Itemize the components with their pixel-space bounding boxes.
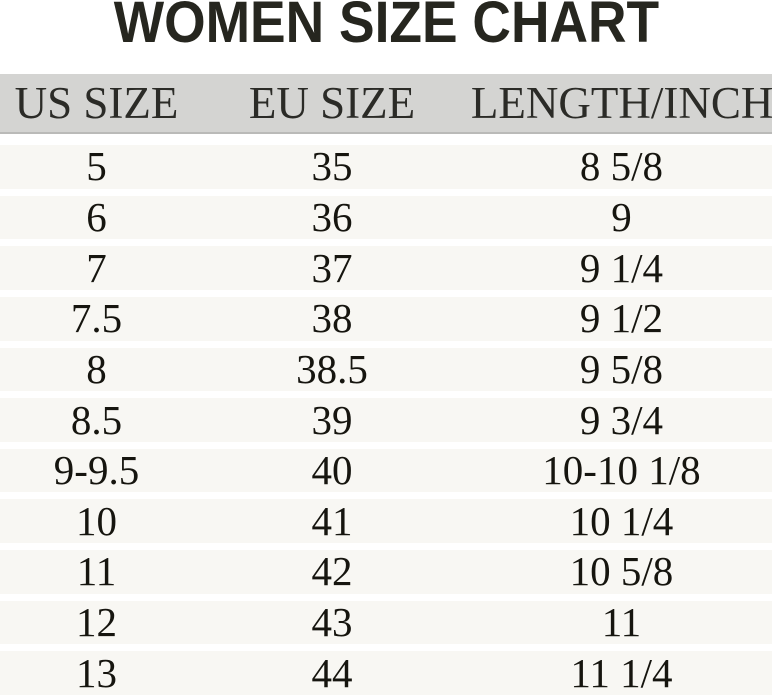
cell-eu-size: 44 [311, 649, 353, 695]
table-row: 9-9.5 40 10-10 1/8 [0, 447, 772, 494]
page-title-text: WOMEN SIZE CHART [113, 0, 659, 55]
column-header-eu-size: EU SIZE [248, 77, 416, 128]
table-row: 7.5 38 9 1/2 [0, 295, 772, 342]
cell-us-size: 12 [76, 599, 117, 646]
cell-eu-size: 38 [311, 295, 353, 342]
table-row: 11 42 10 5/8 [0, 550, 772, 594]
table-row: 12 43 11 [0, 599, 772, 646]
cell-us-size: 5 [86, 143, 107, 190]
table-header: US SIZE EU SIZE LENGTH/INCH [0, 74, 772, 134]
cell-us-size: 8 [86, 345, 107, 392]
cell-us-size: 11 [76, 548, 117, 595]
cell-eu-size: 41 [311, 497, 353, 544]
table-row: 7 37 9 1/4 [0, 246, 772, 290]
table-row: 8 38.5 9 5/8 [0, 345, 772, 392]
cell-length-inch: 9 3/4 [579, 396, 664, 443]
table-row: 5 35 8 5/8 [0, 145, 772, 189]
cell-eu-size: 42 [311, 548, 353, 595]
cell-eu-size: 36 [311, 193, 353, 240]
column-header-us-size: US SIZE [14, 77, 179, 128]
cell-eu-size: 35 [311, 143, 353, 190]
page-title: WOMEN SIZE CHART [0, 0, 772, 62]
column-header-length-inch: LENGTH/INCH [470, 77, 772, 128]
cell-eu-size: 43 [311, 599, 353, 646]
cell-length-inch: 10-10 1/8 [542, 447, 701, 494]
cell-length-inch: 10 1/4 [569, 497, 674, 544]
table-row: 13 44 11 1/4 [0, 651, 772, 695]
cell-eu-size: 38.5 [296, 345, 368, 392]
cell-eu-size: 39 [311, 396, 353, 443]
cell-length-inch: 9 [611, 193, 632, 240]
cell-length-inch: 9 1/2 [579, 295, 664, 342]
cell-us-size: 10 [76, 497, 117, 544]
cell-us-size: 9-9.5 [53, 447, 140, 494]
cell-length-inch: 11 1/4 [570, 649, 673, 695]
cell-us-size: 7 [86, 244, 107, 291]
cell-us-size: 13 [76, 649, 117, 695]
cell-length-inch: 9 1/4 [579, 244, 664, 291]
cell-length-inch: 11 [601, 599, 642, 646]
cell-us-size: 7.5 [70, 295, 123, 342]
table-row: 10 41 10 1/4 [0, 497, 772, 544]
table-row: 8.5 39 9 3/4 [0, 398, 772, 442]
cell-length-inch: 8 5/8 [579, 143, 664, 190]
cell-eu-size: 40 [311, 447, 353, 494]
cell-us-size: 8.5 [70, 396, 123, 443]
cell-length-inch: 10 5/8 [569, 548, 674, 595]
cell-us-size: 6 [86, 193, 107, 240]
cell-length-inch: 9 5/8 [579, 345, 664, 392]
table-body: 5 35 8 5/8 6 36 9 7 37 9 1/4 7.5 38 9 1/… [0, 145, 772, 695]
table-row: 6 36 9 [0, 193, 772, 240]
cell-eu-size: 37 [311, 244, 353, 291]
